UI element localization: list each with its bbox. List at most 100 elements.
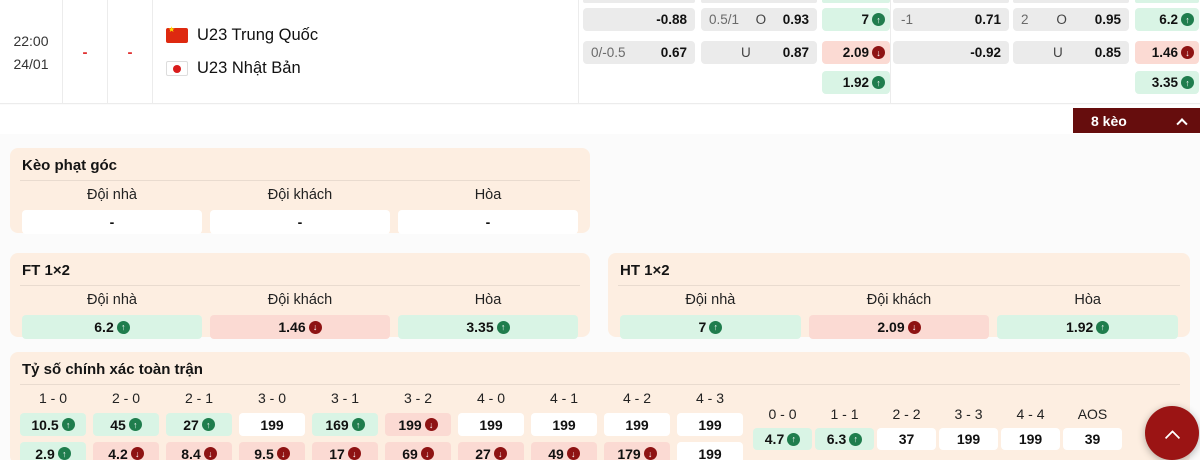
trend-down-icon: ↓ [203, 447, 217, 460]
handicap-odds-value: 0.71 [974, 12, 1001, 27]
score-odds-cell[interactable]: 169 ↑ [312, 413, 378, 436]
trend-down-icon: ↓ [566, 447, 580, 460]
ft-1x2-odds-cell[interactable]: 1.46 ↓ [210, 315, 390, 339]
score-odds-cell[interactable]: 199 [531, 413, 597, 436]
score-odds-cell[interactable]: 17 ↓ [312, 442, 378, 460]
scroll-top-button[interactable] [1145, 406, 1199, 460]
one-x-two-odds-cell[interactable]: 3.35 ↑ [1135, 71, 1199, 94]
draw-score-odds-cell[interactable]: 4.7 ↑ [753, 428, 812, 450]
trend-down-icon: ↓ [643, 447, 657, 460]
over-under-odds-cell[interactable]: 2 O 0.95 [1013, 8, 1129, 31]
match-date: 24/01 [13, 55, 49, 72]
trend-up-icon: ↑ [61, 418, 75, 431]
ht-1x2-odds-cell[interactable]: 2.09 ↓ [808, 315, 990, 339]
ft-1x2-odds-cell[interactable]: 3.35 ↑ [398, 315, 578, 339]
corners-odds-cell[interactable]: - [22, 210, 202, 234]
score-label: 1 - 0 [38, 390, 67, 406]
one-x-two-odds-cell[interactable]: 1.92 ↑ [822, 71, 890, 94]
draw-score-label: 3 - 3 [954, 406, 983, 422]
over-under-odds-cell[interactable]: 0.5/1 O 0.93 [701, 8, 817, 31]
score-odds-value: 199 [698, 416, 722, 433]
one-x-two-odds-cell[interactable]: 6.2 ↑ [1135, 8, 1199, 31]
over-under-odds-value: 0.95 [1094, 12, 1121, 27]
handicap-odds-cell[interactable]: -0.92 [893, 41, 1009, 64]
score-odds-cell[interactable]: 69 ↓ [385, 442, 451, 460]
draw-score-odds-cell[interactable]: 39 [1063, 428, 1122, 450]
score-odds-cell[interactable]: 45 ↑ [93, 413, 159, 436]
score-odds-cell[interactable]: 199 [239, 413, 305, 436]
handicap-odds-value: -0.88 [656, 12, 687, 27]
draw-score-odds-cell[interactable]: 199 [1001, 428, 1060, 450]
score-odds-cell[interactable]: 199 [677, 442, 743, 460]
column-header: Hòa [1074, 292, 1101, 308]
over-under-side-label: U [740, 45, 751, 60]
divider [618, 285, 1180, 286]
ht-1x2-odds-cell[interactable]: 1.92 ↑ [997, 315, 1179, 339]
one-x-two-odds-value: 3.35 [1151, 75, 1178, 90]
handicap-odds-cell[interactable]: 0/-0.5 0.67 [583, 41, 695, 64]
corners-section: Kèo phạt góc Đội nhà Đội khách Hòa - - - [10, 148, 590, 234]
corners-headers: Đội nhà Đội khách Hòa [10, 181, 590, 203]
away-team-name: U23 Nhật Bản [197, 59, 301, 77]
one-x-two-odds-cell[interactable]: 7 ↑ [822, 8, 890, 31]
score-odds-cell[interactable]: 199 [677, 413, 743, 436]
score-odds-cell[interactable]: 199 [604, 413, 670, 436]
score-odds-cell[interactable]: 27 ↓ [458, 442, 524, 460]
draw-score-odds-cell[interactable]: 199 [939, 428, 998, 450]
ft-1x2-odds-cell[interactable]: 6.2 ↑ [22, 315, 202, 339]
handicap-odds-value: -0.92 [970, 45, 1001, 60]
score-odds-cell[interactable]: 27 ↑ [166, 413, 232, 436]
corners-odds-cell[interactable]: - [210, 210, 390, 234]
trend-up-icon: ↑ [787, 432, 801, 446]
ht-1x2-odds-cell[interactable]: 7 ↑ [620, 315, 801, 339]
column-header: Đội nhà [87, 292, 137, 308]
ft-values: 6.2 ↑ 1.46 ↓ 3.35 ↑ [10, 308, 590, 339]
score-odds-cell[interactable]: 49 ↓ [531, 442, 597, 460]
draw-score-odds-cell[interactable]: 6.3 ↑ [815, 428, 874, 450]
divider [20, 384, 1180, 385]
score-odds-cell[interactable]: 199 [458, 413, 524, 436]
draw-score-label: 1 - 1 [830, 406, 859, 422]
draw-score-odds-value: 199 [1018, 431, 1043, 447]
corners-odds-cell-value: - [485, 214, 491, 230]
score-odds-value: 169 [325, 416, 349, 433]
score-odds-value: 9.5 [254, 445, 274, 460]
draw-columns: 0 - 0 4.7 ↑ 1 - 1 6.3 ↑ 2 - 2 37 3 - 3 199 4 - 4 19… [753, 390, 1122, 450]
over-under-odds-cell[interactable]: U 0.87 [701, 41, 817, 64]
draw-score-label: 2 - 2 [892, 406, 921, 422]
score-label: 4 - 0 [476, 390, 505, 406]
draw-score-odds-cell[interactable]: 37 [877, 428, 936, 450]
one-x-two-odds-cell[interactable]: 1.46 ↓ [1135, 41, 1199, 64]
corners-values: --- [10, 203, 590, 234]
corners-odds-cell[interactable]: - [398, 210, 578, 234]
cropped-odds-sliver [893, 0, 1009, 3]
score-odds-cell[interactable]: 8.4 ↓ [166, 442, 232, 460]
divider [20, 180, 580, 181]
cropped-odds-sliver [583, 0, 695, 3]
column-header: Hòa [474, 292, 502, 308]
score-odds-cell[interactable]: 10.5 ↑ [20, 413, 86, 436]
one-x-two-odds-value: 1.46 [1151, 45, 1178, 60]
score-odds-cell[interactable]: 2.9 ↑ [20, 442, 86, 460]
score-odds-cell[interactable]: 179 ↓ [604, 442, 670, 460]
away-team-row: U23 Nhật Bản [166, 59, 578, 78]
cropped-odds-sliver [1135, 0, 1199, 3]
score-odds-cell[interactable]: 199 ↓ [385, 413, 451, 436]
handicap-odds-cell[interactable]: -1 0.71 [893, 8, 1009, 31]
score-odds-value: 17 [329, 445, 345, 460]
trend-up-icon: ↑ [1181, 13, 1194, 26]
correct-score-grid: 1 - 0 10.5 ↑ 2.9 ↑ 2 - 0 45 ↑ 4.2 ↓ 2 - 1 27 ↑ 8.4 ↓ 3 … [10, 385, 1190, 460]
score-column: 4 - 1 199 49 ↓ [531, 390, 597, 460]
score-odds-cell[interactable]: 4.2 ↓ [93, 442, 159, 460]
match-teams[interactable]: U23 Trung Quốc U23 Nhật Bản [154, 0, 578, 104]
score-column: 1 - 0 10.5 ↑ 2.9 ↑ [20, 390, 86, 460]
one-x-two-odds-cell[interactable]: 2.09 ↓ [822, 41, 890, 64]
over-under-odds-cell[interactable]: U 0.85 [1013, 41, 1129, 64]
divider [578, 0, 579, 104]
over-under-side-label: O [755, 12, 767, 27]
markets-toggle-button[interactable]: 8 kèo [1073, 108, 1200, 133]
score-odds-cell[interactable]: 9.5 ↓ [239, 442, 305, 460]
score-column: 2 - 1 27 ↑ 8.4 ↓ [166, 390, 232, 460]
handicap-odds-cell[interactable]: -0.88 [583, 8, 695, 31]
